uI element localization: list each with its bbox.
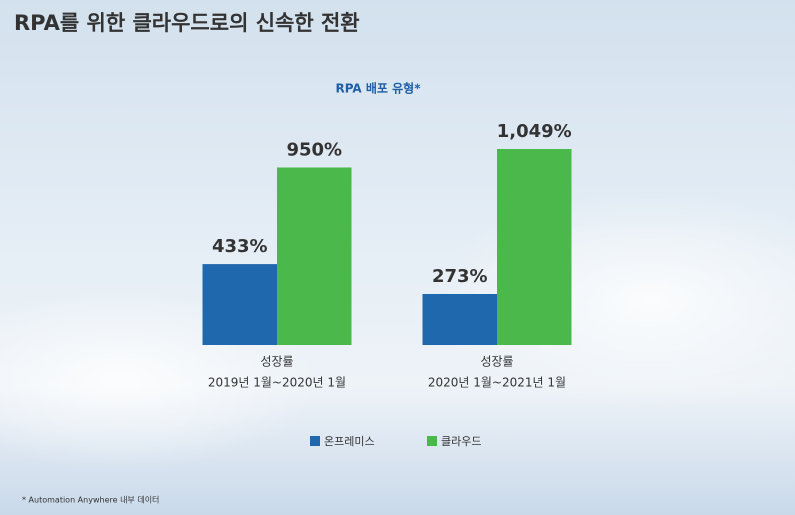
chart-subtitle: RPA 배포 유형* [335, 81, 421, 96]
bar [277, 167, 352, 345]
legend-swatch [427, 436, 437, 446]
chart-title: RPA를 위한 클라우드로의 신속한 전환 [14, 11, 360, 35]
legend-swatch [310, 436, 320, 446]
x-tick-label: 성장률 [260, 355, 293, 369]
x-tick-label: 2019년 1월~2020년 1월 [208, 376, 346, 390]
x-tick-label: 2020년 1월~2021년 1월 [428, 376, 566, 390]
bar [422, 293, 497, 345]
data-label: 433% [212, 236, 268, 257]
footnote: * Automation Anywhere 내부 데이터 [22, 495, 159, 505]
legend-label: 클라우드 [441, 435, 481, 448]
data-label: 950% [286, 139, 342, 160]
legend-label: 온프레미스 [324, 435, 375, 448]
bar [202, 264, 277, 345]
data-label: 273% [432, 266, 488, 287]
bar [497, 149, 572, 345]
x-tick-label: 성장률 [480, 355, 513, 369]
data-label: 1,049% [497, 121, 572, 142]
